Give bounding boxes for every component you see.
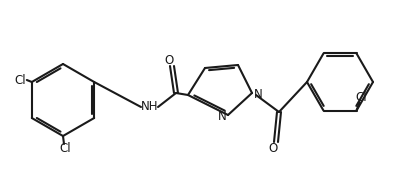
Text: O: O — [268, 142, 278, 154]
Text: Cl: Cl — [14, 74, 26, 87]
Text: O: O — [164, 53, 174, 67]
Text: Cl: Cl — [356, 91, 367, 104]
Text: N: N — [254, 88, 262, 101]
Text: Cl: Cl — [59, 143, 71, 156]
Text: NH: NH — [141, 101, 159, 114]
Text: N: N — [218, 111, 226, 123]
